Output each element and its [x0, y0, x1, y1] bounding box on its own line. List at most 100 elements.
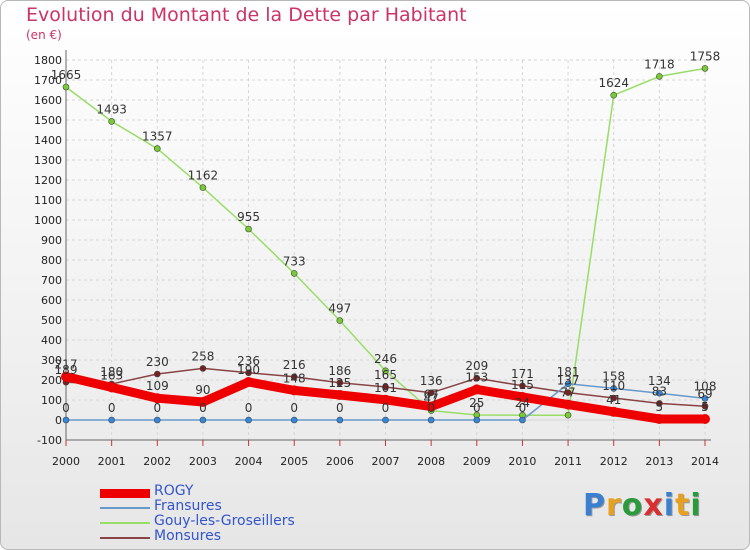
data-point [245, 369, 252, 377]
data-label: 108 [694, 379, 717, 393]
x-tick-label: 2007 [372, 455, 400, 468]
data-point [701, 402, 709, 410]
data-label: 1162 [188, 169, 219, 183]
data-point [519, 416, 526, 424]
y-tick-label: 400 [41, 334, 62, 347]
y-tick-label: 1000 [34, 214, 62, 227]
data-label: 110 [602, 379, 625, 393]
data-point [334, 390, 345, 400]
logo-letter: x [643, 488, 664, 523]
x-tick-label: 2010 [508, 455, 536, 468]
data-point [608, 406, 619, 417]
y-tick-label: 1600 [34, 94, 62, 107]
x-tick-label: 2014 [691, 455, 719, 468]
legend-label: Fransures [154, 498, 222, 514]
series-gouy-les-groseillers [62, 65, 709, 419]
data-point [564, 389, 572, 396]
data-point [290, 270, 298, 277]
line-chart: -100010020030040050060070080090010001100… [34, 49, 721, 468]
data-point [336, 379, 344, 387]
data-label: 0 [245, 401, 253, 415]
data-point [152, 393, 163, 404]
x-tick-label: 2004 [235, 455, 263, 468]
data-label: 134 [648, 374, 671, 388]
y-tick-label: 300 [41, 354, 62, 367]
data-point [427, 389, 435, 397]
proxiti-logo: Proxiti [583, 488, 702, 523]
legend-label: ROGY [154, 483, 194, 499]
data-point [199, 365, 207, 372]
y-tick-label: 100 [41, 394, 62, 407]
data-label: 171 [511, 367, 534, 381]
logo-letter: i [663, 488, 676, 523]
chart-subtitle: (en €) [26, 28, 62, 42]
data-point [517, 392, 528, 402]
data-label: 0 [519, 401, 527, 415]
data-label: 136 [420, 374, 443, 388]
data-point [610, 394, 618, 402]
data-point [701, 395, 709, 402]
data-point [153, 145, 161, 152]
y-tick-label: 1300 [34, 154, 62, 167]
data-point [610, 385, 618, 392]
data-point [473, 374, 481, 382]
x-tick-label: 2005 [280, 455, 308, 468]
x-tick-label: 2012 [600, 455, 628, 468]
data-point [563, 399, 574, 410]
data-point [427, 416, 435, 424]
data-point [245, 416, 252, 424]
data-label: 0 [427, 401, 435, 415]
data-label: 236 [237, 354, 260, 368]
data-point [199, 184, 207, 191]
data-label: 165 [374, 368, 397, 382]
logo-letter: P [583, 488, 606, 523]
y-tick-label: -100 [37, 434, 62, 447]
data-label: 5 [701, 400, 709, 414]
data-point [106, 382, 117, 393]
data-label: 0 [382, 401, 390, 415]
data-label: 163 [100, 368, 123, 382]
data-point [654, 414, 665, 424]
data-point [290, 373, 298, 381]
data-label: 0 [108, 401, 116, 415]
data-point [380, 394, 391, 405]
y-tick-label: 800 [41, 254, 62, 267]
chart-title: Evolution du Montant de la Dette par Hab… [26, 4, 467, 26]
data-label: 47 [424, 392, 439, 406]
data-label: 180 [100, 365, 123, 379]
data-label: 77 [560, 386, 575, 400]
data-point [336, 317, 344, 324]
data-point [245, 225, 252, 233]
data-point [519, 382, 526, 390]
data-label: 83 [652, 384, 667, 398]
data-label: 1357 [142, 130, 173, 144]
data-label: 217 [55, 358, 78, 372]
logo-letter: i [690, 488, 702, 523]
data-label: 24 [515, 396, 530, 410]
data-label: 0 [473, 401, 481, 415]
y-tick-label: 700 [41, 274, 62, 287]
data-point [471, 384, 482, 395]
data-point [108, 416, 115, 424]
y-tick-label: 900 [41, 234, 62, 247]
data-point [610, 91, 618, 99]
data-point [656, 73, 663, 80]
data-point [61, 371, 71, 382]
legend-swatch [100, 507, 150, 509]
x-tick-label: 2003 [189, 455, 217, 468]
data-label: 153 [465, 370, 488, 384]
data-label: 246 [374, 352, 397, 366]
data-label: 1665 [51, 68, 82, 82]
logo-letter: t [675, 488, 691, 523]
data-label: 137 [557, 374, 580, 388]
data-label: 1758 [690, 49, 721, 63]
y-tick-label: 1100 [34, 194, 62, 207]
series-fransures [62, 380, 709, 424]
data-label: 497 [328, 302, 351, 316]
data-point [700, 414, 710, 424]
legend-swatch [100, 522, 150, 524]
data-point [656, 400, 663, 407]
data-point [108, 118, 115, 125]
data-point [426, 401, 437, 412]
